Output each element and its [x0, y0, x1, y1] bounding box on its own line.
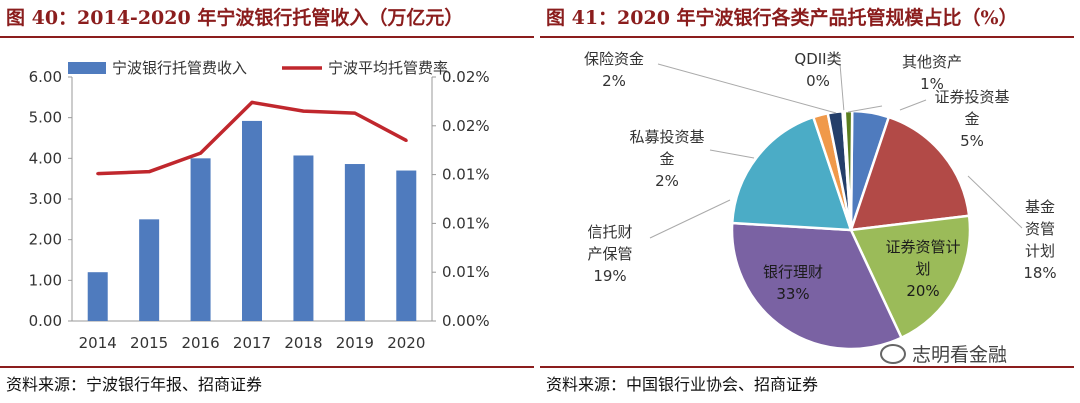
- y-tick-label: 3.00: [29, 190, 62, 208]
- left-source-note: 资料来源：宁波银行年报、招商证券: [6, 375, 263, 394]
- bar: [242, 120, 262, 321]
- pie-slice: [849, 115, 971, 232]
- pie-label: 产保管: [587, 245, 632, 263]
- pie-label: 金: [659, 150, 674, 168]
- pie-label: 20%: [906, 282, 939, 300]
- pie-label: 私募投资基: [629, 128, 704, 146]
- y2-tick-label: 0.02%: [442, 68, 490, 86]
- pie-label: 18%: [1023, 264, 1056, 282]
- rate-point: [147, 170, 151, 174]
- leader-line: [657, 63, 837, 114]
- pie-label: 资管: [1025, 220, 1055, 238]
- pie-label: 5%: [960, 132, 984, 150]
- legend-label-line: 宁波平均托管费率: [328, 59, 448, 77]
- y2-tick-label: 0.01%: [442, 214, 490, 232]
- x-tick-label: 2017: [233, 334, 271, 352]
- x-tick-label: 2018: [284, 334, 322, 352]
- x-tick-label: 2020: [387, 334, 425, 352]
- left-source-rule: [0, 366, 534, 368]
- watermark-text: 志明看金融: [912, 344, 1008, 366]
- x-tick-label: 2019: [336, 334, 374, 352]
- pie-label: 其他资产: [902, 53, 962, 71]
- y-tick-label: 1.00: [29, 271, 62, 289]
- y-tick-label: 2.00: [29, 231, 62, 249]
- left-chart-title: 图 40：2014-2020 年宁波银行托管收入（万亿元）: [6, 7, 464, 29]
- y2-tick-label: 0.02%: [442, 117, 490, 135]
- legend-label-bars: 宁波银行托管费收入: [112, 59, 247, 77]
- bar: [293, 155, 314, 321]
- y2-tick-label: 0.01%: [442, 263, 490, 281]
- left-title-rule: [0, 36, 534, 38]
- right-panel: 图 41：2020 年宁波银行各类产品托管规模占比（%） 证券投资基金 5% 基金资…: [540, 0, 1080, 403]
- watermark: 志明看金融: [880, 340, 1007, 367]
- pie-label: 0%: [806, 72, 830, 90]
- right-chart-title: 图 41：2020 年宁波银行各类产品托管规模占比（%）: [546, 7, 1018, 29]
- leader-line: [649, 199, 731, 239]
- pie-label: 金: [964, 110, 979, 128]
- right-title-rule: [540, 36, 1074, 38]
- pie-label: 2%: [655, 172, 679, 190]
- rate-point: [199, 151, 203, 155]
- x-tick-label: 2016: [181, 334, 219, 352]
- y-tick-label: 5.00: [29, 109, 62, 127]
- right-source-rule: [540, 366, 1074, 368]
- legend-swatch-bars: [68, 62, 106, 74]
- pie-label: 证券资管计: [885, 238, 960, 256]
- rate-point: [353, 111, 357, 115]
- y-tick-label: 4.00: [29, 149, 62, 167]
- pie-label: 信托财: [587, 223, 632, 241]
- wechat-icon: [880, 343, 906, 364]
- leader-line: [847, 105, 883, 113]
- pie-slice: [849, 214, 972, 340]
- leader-line: [967, 175, 1023, 229]
- pie-label: 1%: [920, 75, 944, 93]
- y2-tick-label: 0.01%: [442, 166, 490, 184]
- pie-label: 计划: [1025, 242, 1055, 260]
- leader-line: [899, 99, 927, 111]
- bar: [344, 164, 365, 321]
- pie-label: 33%: [776, 285, 809, 303]
- y-tick-label: 0.00: [29, 312, 62, 330]
- leader-line: [709, 149, 755, 159]
- y2-tick-label: 0.00%: [442, 312, 490, 330]
- left-panel: 图 40：2014-2020 年宁波银行托管收入（万亿元） 0.00 1.00 2.…: [0, 7, 534, 394]
- rate-point: [96, 172, 100, 176]
- pie-label: 基金: [1025, 198, 1055, 216]
- pie-label: QDII类: [794, 50, 841, 68]
- bar: [396, 170, 417, 321]
- bar-line-chart: 0.00 1.00 2.00 3.00 4.00 5.00 6.00 0.00% 0.01% 0.…: [29, 59, 490, 352]
- pie-label: 保险资金: [584, 50, 644, 68]
- bar: [87, 272, 108, 321]
- pie-label: 19%: [593, 267, 626, 285]
- bar: [190, 158, 211, 321]
- pie-label: 银行理财: [763, 263, 823, 281]
- rate-point: [404, 138, 408, 142]
- pie-slice: [730, 221, 904, 351]
- pie-slice: [730, 115, 853, 232]
- pie-label: 2%: [602, 72, 626, 90]
- bar: [139, 219, 160, 321]
- x-tick-label: 2015: [130, 334, 168, 352]
- x-tick-label: 2014: [79, 334, 117, 352]
- leader-line: [839, 63, 845, 113]
- rate-point: [301, 109, 305, 113]
- rate-point: [250, 100, 254, 104]
- right-source-note: 资料来源：中国银行业协会、招商证券: [546, 375, 819, 394]
- pie-label: 证券投资基: [934, 88, 1009, 106]
- y-tick-label: 6.00: [29, 68, 62, 86]
- pie-label: 划: [915, 260, 930, 278]
